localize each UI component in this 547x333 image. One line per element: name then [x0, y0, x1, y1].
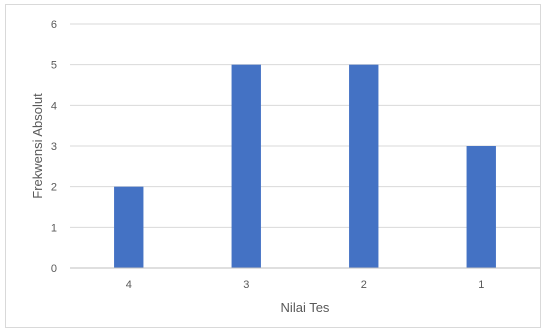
y-axis-title: Frekwensi Absolut	[30, 93, 45, 199]
y-tick-labels: 0 1 2 3 4 5 6	[51, 19, 57, 275]
y-tick-label: 2	[51, 182, 57, 194]
x-tick-label: 1	[478, 279, 484, 291]
x-axis-title: Nilai Tes	[281, 300, 330, 315]
y-tick-label: 5	[51, 60, 57, 72]
y-tick-label: 6	[51, 19, 57, 31]
bar-1	[466, 146, 496, 268]
x-tick-labels: 4 3 2 1	[126, 279, 485, 291]
bar-4	[114, 186, 144, 268]
x-tick-label: 3	[243, 279, 249, 291]
bars	[114, 64, 496, 269]
y-tick-label: 0	[51, 263, 57, 275]
bar-2	[349, 64, 379, 269]
y-tick-label: 3	[51, 141, 57, 153]
bar-3	[231, 64, 261, 269]
gridlines	[70, 23, 540, 228]
chart-frame	[5, 4, 541, 328]
x-tick-label: 2	[361, 279, 367, 291]
y-tick-label: 1	[51, 222, 57, 234]
y-tick-label: 4	[51, 100, 57, 112]
x-tick-label: 4	[126, 279, 132, 291]
